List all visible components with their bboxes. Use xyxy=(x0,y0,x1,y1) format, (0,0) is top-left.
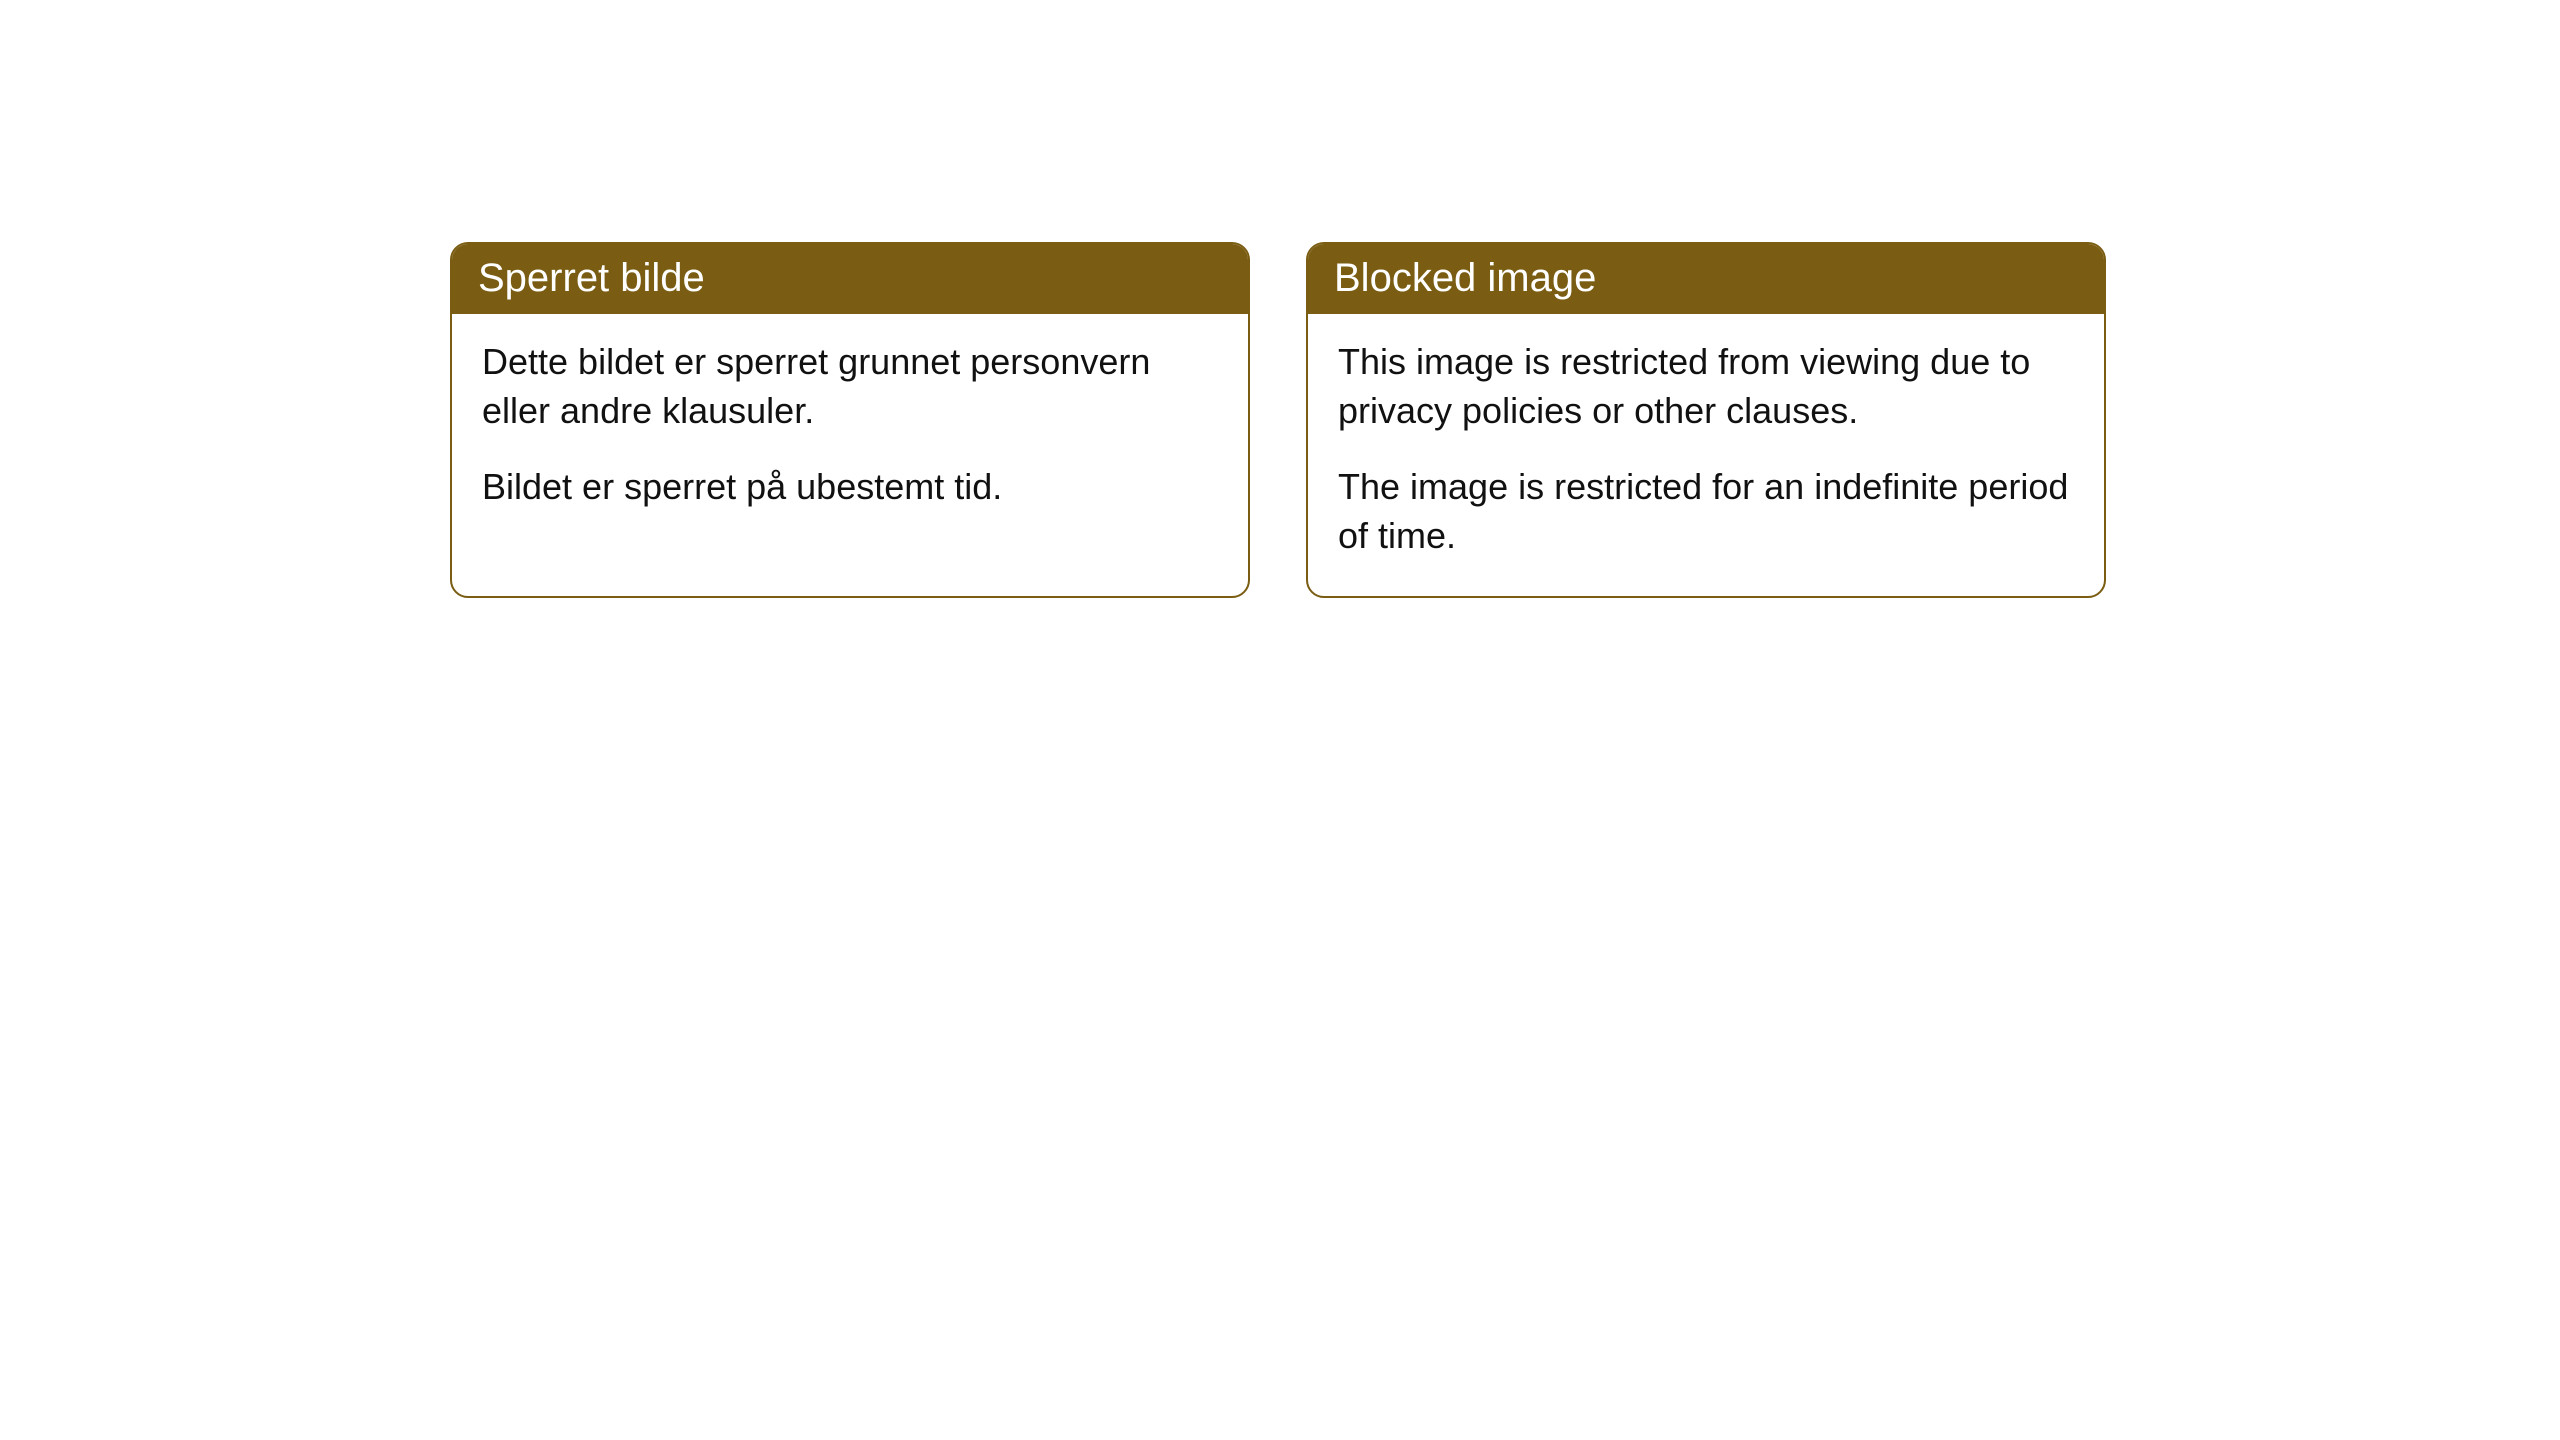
card-title: Sperret bilde xyxy=(452,244,1248,314)
card-body: This image is restricted from viewing du… xyxy=(1308,314,2104,596)
card-paragraph: The image is restricted for an indefinit… xyxy=(1338,463,2074,560)
blocked-image-card-en: Blocked image This image is restricted f… xyxy=(1306,242,2106,598)
card-paragraph: This image is restricted from viewing du… xyxy=(1338,338,2074,435)
notice-cards-row: Sperret bilde Dette bildet er sperret gr… xyxy=(0,0,2560,598)
blocked-image-card-no: Sperret bilde Dette bildet er sperret gr… xyxy=(450,242,1250,598)
card-title: Blocked image xyxy=(1308,244,2104,314)
card-paragraph: Dette bildet er sperret grunnet personve… xyxy=(482,338,1218,435)
card-body: Dette bildet er sperret grunnet personve… xyxy=(452,314,1248,548)
card-paragraph: Bildet er sperret på ubestemt tid. xyxy=(482,463,1218,512)
